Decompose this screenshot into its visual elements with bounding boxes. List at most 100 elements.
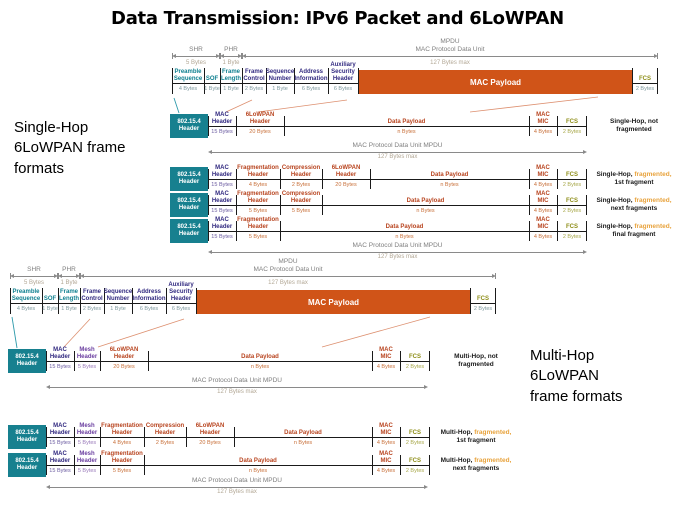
arrow-head-right — [238, 54, 242, 58]
caption-text: next fragments — [610, 205, 658, 213]
ruler-tick — [234, 427, 236, 447]
arrow-head-left — [80, 274, 84, 278]
shr-span-label: SHR — [27, 265, 41, 273]
mac-label: MAC Header — [49, 451, 71, 464]
ruler-tick — [586, 116, 588, 136]
frame-row-sh-4: 802.15.4 Header MAC Header 15 Bytes Fragmen… — [170, 217, 588, 244]
mpdu-span-label: MPDU MAC Protocol Data Unit — [253, 258, 323, 273]
mesh-bytes: 5 Bytes — [77, 439, 97, 446]
ruler-tick — [557, 169, 559, 189]
preamble-sequence-bytes: 4 Bytes — [16, 305, 36, 312]
fcs-label: FCS — [566, 197, 578, 204]
frame-row-sh-3: 802.15.4 Header MAC Header 15 Bytes Fragmen… — [170, 191, 588, 218]
mic-label: MAC MIC — [379, 423, 393, 436]
caption-text: Single-Hop, — [596, 197, 635, 204]
caption-text: next fragments — [452, 465, 500, 473]
ruler-tick — [196, 288, 198, 314]
payload-bytes: n Bytes — [395, 233, 414, 240]
arrow-line — [13, 276, 55, 277]
arrow-line — [245, 56, 655, 57]
ruler-line — [8, 361, 430, 363]
comp-bytes: 5 Bytes — [291, 207, 311, 214]
frame-row-mh-3: 802.15.4 Header MAC Header 15 Bytes Mesh He… — [8, 451, 431, 478]
fcs-label: FCS — [639, 75, 651, 82]
arrow-head-right — [583, 249, 587, 254]
arrow-line — [61, 276, 77, 277]
ruler-tick — [208, 169, 210, 189]
fcs-bytes: 2 Bytes — [405, 439, 425, 446]
ruler-tick — [100, 427, 102, 447]
fcs-bytes: 2 Bytes — [562, 207, 582, 214]
ruler-tick — [280, 195, 282, 215]
phr-span-label: PHR — [62, 265, 76, 273]
ruler-line — [8, 437, 430, 439]
ruler-tick — [372, 455, 374, 475]
mic-bytes: 4 Bytes — [376, 439, 396, 446]
fcs-label: FCS — [477, 295, 489, 302]
caption-text: fragmented, — [474, 429, 512, 436]
arrow-head-right — [492, 274, 496, 278]
lowpan-bytes: 20 Bytes — [199, 439, 221, 446]
payload-label: Data Payload — [387, 118, 426, 125]
mic-label: MAC MIC — [536, 217, 550, 230]
arrow-line — [175, 56, 217, 57]
ruler-tick — [236, 195, 238, 215]
mic-bytes: 4 Bytes — [533, 233, 553, 240]
mac-payload-box: MAC Payload — [359, 70, 632, 94]
auxiliary-security-header-bytes: 6 Bytes — [333, 85, 353, 92]
phr-span-bytes: 1 Byte — [222, 59, 240, 66]
payload-bytes: n Bytes — [293, 439, 313, 446]
sequence-number-bytes: 1 Byte — [110, 305, 126, 312]
phr-span-label: PHR — [224, 45, 238, 53]
payload-label: Data Payload — [385, 223, 424, 230]
mac-payload-box: MAC Payload — [197, 290, 470, 314]
ruler-tick — [280, 221, 282, 241]
ruler-tick — [557, 116, 559, 136]
frag-label: Fragmentation Header — [237, 217, 279, 230]
ruler-tick — [429, 351, 431, 371]
ruler-tick — [144, 427, 146, 447]
lowpan-bytes: 20 Bytes — [249, 128, 271, 135]
sequence-number-label: Sequence Number — [103, 289, 133, 302]
arrow-head-right — [216, 54, 220, 58]
ruler-tick — [74, 455, 76, 475]
mpdu-span-bytes: 127 Bytes max — [268, 279, 308, 286]
mic-bytes: 4 Bytes — [376, 467, 396, 474]
fcs-label: FCS — [566, 171, 578, 178]
fcs-label: FCS — [409, 353, 421, 360]
lowpan-bytes: 20 Bytes — [113, 363, 135, 370]
multi-hop-section-label: Multi-Hop 6LoWPAN frame formats — [530, 347, 623, 405]
payload-label: Data Payload — [241, 353, 279, 360]
phy-frame-diagram: SHR 5 Bytes PHR 1 Byte MPDU MAC Protocol Dat… — [10, 258, 497, 318]
arrow-line — [49, 486, 425, 488]
ruler-tick — [429, 455, 431, 475]
mac-bytes: 15 Bytes — [211, 233, 233, 240]
mpdu-arrow-bytes: 127 Bytes max — [377, 254, 418, 260]
ruler-tick — [204, 68, 206, 94]
arrow-head-left — [46, 384, 50, 389]
ruler-tick — [148, 351, 150, 371]
caption-text: Single-Hop, not — [609, 118, 659, 125]
ruler-tick — [372, 351, 374, 371]
payload-bytes: n Bytes — [248, 467, 268, 474]
ruler-tick — [42, 288, 44, 314]
arrow-head-left — [220, 54, 224, 58]
ruler-tick — [529, 169, 531, 189]
mpdu-arrow-label: MAC Protocol Data Unit MPDU — [352, 242, 443, 249]
phr-span-bytes: 1 Byte — [60, 279, 78, 286]
fcs-label: FCS — [566, 223, 578, 230]
phy-header-box: 802.15.4 Header — [170, 219, 208, 243]
frag-label: Fragmentation Header — [101, 423, 143, 436]
arrow-line — [49, 386, 425, 388]
mac-label: MAC Header — [49, 423, 71, 436]
fcs-label: FCS — [409, 429, 421, 436]
ruler-tick — [242, 68, 244, 94]
frame-caption: Multi-Hop, fragmented, next fragments — [434, 457, 518, 474]
mac-bytes: 15 Bytes — [49, 467, 71, 474]
sof-label: SOF — [205, 75, 219, 82]
fcs-bytes: 2 Bytes — [405, 363, 425, 370]
frame-row-sh-1: 802.15.4 Header MAC Header 15 Bytes 6LoWPAN… — [170, 112, 588, 139]
frame-caption: Single-Hop, fragmented, final fragment — [592, 223, 675, 240]
